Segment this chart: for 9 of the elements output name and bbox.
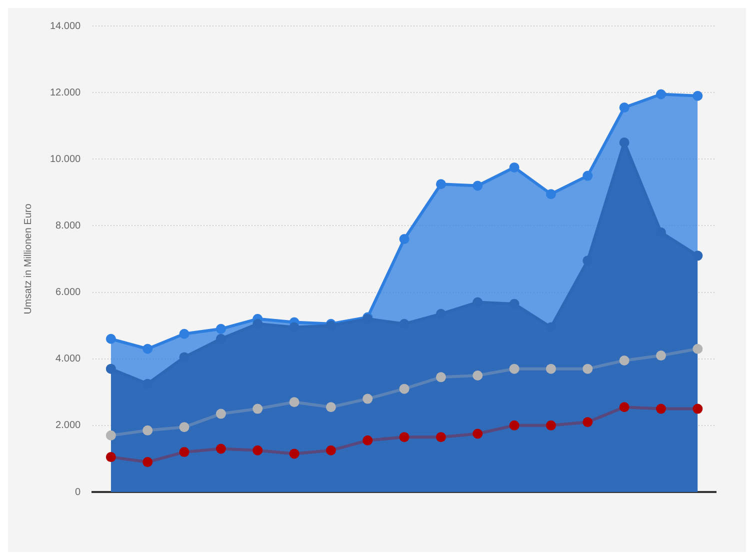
y-tick-label: 14.000 — [50, 20, 82, 32]
y-tick-label: 8.000 — [56, 220, 82, 232]
y-tick-label: 10.000 — [50, 154, 82, 165]
y-axis-title: Umsatz in Millionen Euro — [22, 203, 34, 314]
y-tick-label: 2.000 — [56, 420, 82, 432]
y-tick-label: 4.000 — [56, 354, 82, 365]
y-tick-label: 0 — [75, 486, 82, 498]
y-tick-label: 6.000 — [56, 287, 82, 298]
y-tick-label: 12.000 — [50, 87, 82, 98]
